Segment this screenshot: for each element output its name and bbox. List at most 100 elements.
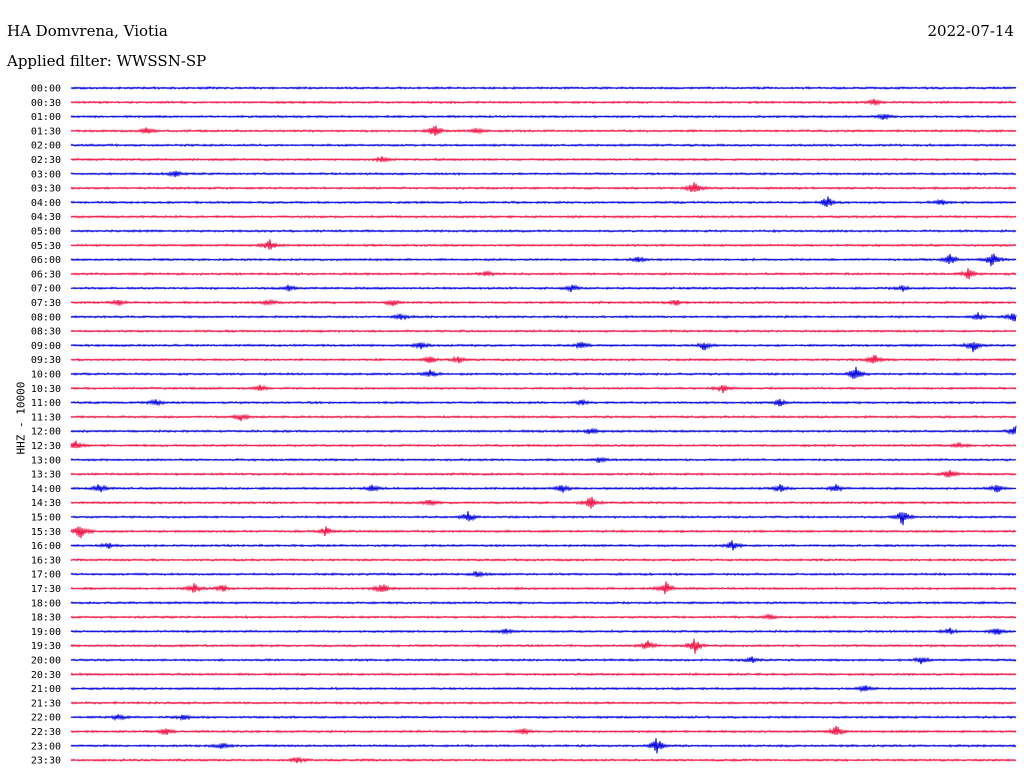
time-label-1300: 13:00 bbox=[31, 455, 61, 466]
trace-0900 bbox=[70, 341, 1017, 353]
time-label-1730: 17:30 bbox=[31, 584, 61, 595]
trace-0300 bbox=[70, 170, 1017, 178]
trace-2230 bbox=[70, 725, 1017, 736]
time-label-0530: 05:30 bbox=[31, 241, 61, 252]
trace-1300 bbox=[70, 456, 1017, 464]
time-label-1530: 15:30 bbox=[31, 527, 61, 538]
time-label-1930: 19:30 bbox=[31, 641, 61, 652]
trace-1630 bbox=[70, 557, 1017, 562]
trace-1230 bbox=[70, 440, 1017, 449]
time-label-0900: 09:00 bbox=[31, 341, 61, 352]
time-label-2200: 22:00 bbox=[31, 713, 61, 724]
trace-0200 bbox=[70, 143, 1017, 148]
time-label-2130: 21:30 bbox=[31, 698, 61, 709]
trace-0800 bbox=[70, 312, 1017, 322]
trace-2030 bbox=[70, 672, 1017, 677]
time-label-0800: 08:00 bbox=[31, 312, 61, 323]
station-title: HA Domvrena, Viotia bbox=[7, 22, 168, 40]
time-label-1830: 18:30 bbox=[31, 613, 61, 624]
time-label-0300: 03:00 bbox=[31, 169, 61, 180]
trace-0400 bbox=[70, 196, 1017, 207]
trace-1800 bbox=[70, 600, 1017, 605]
trace-1830 bbox=[70, 612, 1017, 621]
trace-0530 bbox=[70, 239, 1017, 250]
trace-1500 bbox=[70, 511, 1017, 526]
time-label-1500: 15:00 bbox=[31, 513, 61, 524]
time-label-1030: 10:30 bbox=[31, 384, 61, 395]
time-label-0230: 02:30 bbox=[31, 155, 61, 166]
trace-1730 bbox=[70, 581, 1017, 595]
trace-0130 bbox=[70, 125, 1017, 136]
trace-0030 bbox=[70, 98, 1017, 107]
time-label-0100: 01:00 bbox=[31, 112, 61, 123]
time-label-1230: 12:30 bbox=[31, 441, 61, 452]
time-label-2100: 21:00 bbox=[31, 684, 61, 695]
trace-1430 bbox=[70, 496, 1017, 509]
time-label-2230: 22:30 bbox=[31, 727, 61, 738]
trace-0330 bbox=[70, 182, 1017, 193]
time-label-1630: 16:30 bbox=[31, 555, 61, 566]
time-label-1000: 10:00 bbox=[31, 370, 61, 381]
trace-2300 bbox=[70, 738, 1017, 754]
trace-0700 bbox=[70, 284, 1017, 293]
time-label-0400: 04:00 bbox=[31, 198, 61, 209]
trace-2330 bbox=[70, 756, 1017, 764]
time-label-0030: 00:30 bbox=[31, 98, 61, 109]
trace-2100 bbox=[70, 685, 1017, 693]
trace-0600 bbox=[70, 253, 1017, 267]
time-label-2030: 20:30 bbox=[31, 670, 61, 681]
time-label-0430: 04:30 bbox=[31, 212, 61, 223]
date-label: 2022-07-14 bbox=[927, 22, 1014, 40]
time-label-1800: 18:00 bbox=[31, 598, 61, 609]
time-label-0630: 06:30 bbox=[31, 269, 61, 280]
time-label-0830: 08:30 bbox=[31, 327, 61, 338]
trace-1100 bbox=[70, 398, 1017, 407]
trace-1900 bbox=[70, 627, 1017, 636]
time-label-0600: 06:00 bbox=[31, 255, 61, 266]
trace-1700 bbox=[70, 570, 1017, 578]
time-label-1700: 17:00 bbox=[31, 570, 61, 581]
trace-1000 bbox=[70, 366, 1017, 379]
trace-0100 bbox=[70, 113, 1017, 121]
trace-1200 bbox=[70, 425, 1017, 436]
trace-2130 bbox=[70, 700, 1017, 705]
trace-0430 bbox=[70, 214, 1017, 219]
trace-2000 bbox=[70, 656, 1017, 665]
time-label-2330: 23:30 bbox=[31, 756, 61, 767]
trace-1600 bbox=[70, 540, 1017, 551]
filter-label: Applied filter: WWSSN-SP bbox=[7, 52, 207, 70]
trace-1530 bbox=[70, 526, 1017, 539]
time-label-0000: 00:00 bbox=[31, 84, 61, 95]
time-label-0500: 05:00 bbox=[31, 227, 61, 238]
time-label-1900: 19:00 bbox=[31, 627, 61, 638]
trace-0500 bbox=[70, 228, 1017, 234]
trace-2200 bbox=[70, 713, 1017, 722]
trace-0930 bbox=[70, 355, 1017, 364]
time-label-1430: 14:30 bbox=[31, 498, 61, 509]
time-label-2300: 23:00 bbox=[31, 741, 61, 752]
trace-1400 bbox=[70, 484, 1017, 493]
time-label-2000: 20:00 bbox=[31, 656, 61, 667]
trace-0630 bbox=[70, 268, 1017, 280]
time-label-0930: 09:30 bbox=[31, 355, 61, 366]
time-label-1600: 16:00 bbox=[31, 541, 61, 552]
time-label-0130: 01:30 bbox=[31, 126, 61, 137]
trace-0830 bbox=[70, 329, 1017, 334]
time-label-0730: 07:30 bbox=[31, 298, 61, 309]
trace-1930 bbox=[70, 638, 1017, 654]
time-label-0700: 07:00 bbox=[31, 284, 61, 295]
time-label-1400: 14:00 bbox=[31, 484, 61, 495]
trace-0000 bbox=[70, 85, 1017, 90]
time-label-0200: 02:00 bbox=[31, 141, 61, 152]
trace-0730 bbox=[70, 298, 1017, 307]
trace-1330 bbox=[70, 469, 1017, 478]
time-label-1100: 11:00 bbox=[31, 398, 61, 409]
time-label-1130: 11:30 bbox=[31, 412, 61, 423]
trace-1130 bbox=[70, 413, 1017, 422]
trace-0230 bbox=[70, 156, 1017, 163]
trace-1030 bbox=[70, 384, 1017, 394]
time-label-0330: 03:30 bbox=[31, 184, 61, 195]
time-label-1200: 12:00 bbox=[31, 427, 61, 438]
time-label-1330: 13:30 bbox=[31, 470, 61, 481]
